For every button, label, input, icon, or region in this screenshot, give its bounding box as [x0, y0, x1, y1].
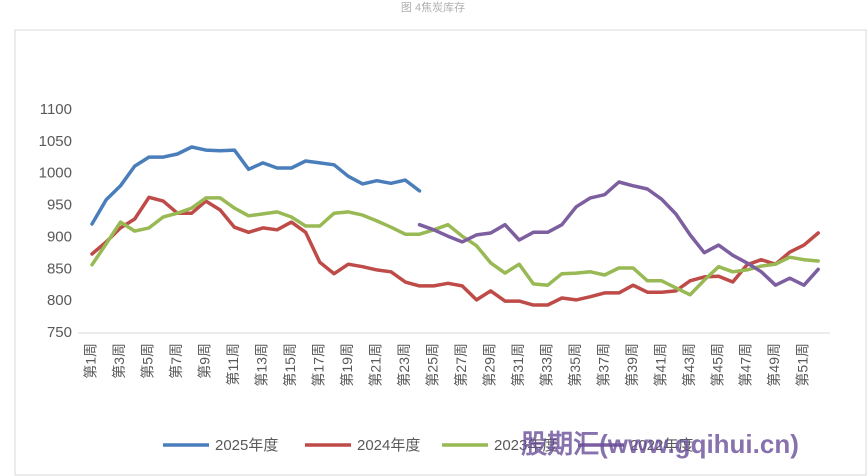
- y-tick-label: 800: [47, 292, 72, 309]
- x-tick-label: 第33周: [538, 343, 554, 387]
- chart-title: 图 4焦炭库存: [401, 0, 465, 14]
- y-tick-label: 1050: [39, 133, 72, 150]
- x-tick-label: 第51周: [795, 343, 811, 387]
- x-tick-label: 第13周: [254, 343, 270, 387]
- series-line: [90, 145, 422, 226]
- y-tick-label: 750: [47, 324, 72, 341]
- series-line: [90, 195, 820, 307]
- x-tick-label: 第5周: [140, 343, 156, 379]
- x-tick-label: 第15周: [282, 343, 298, 387]
- legend-label: 2022年度: [630, 437, 693, 454]
- x-tick-label: 第7周: [168, 343, 184, 379]
- x-tick-label: 第39周: [624, 343, 640, 387]
- x-tick-label: 第49周: [766, 343, 782, 387]
- x-tick-label: 第29周: [481, 343, 497, 387]
- x-tick-label: 第3周: [111, 343, 127, 379]
- x-tick-label: 第31周: [510, 343, 526, 387]
- x-tick-label: 第19周: [339, 343, 355, 387]
- y-tick-label: 1000: [39, 165, 72, 182]
- series-line: [417, 180, 820, 287]
- x-tick-label: 第1周: [83, 343, 99, 379]
- x-tick-label: 第25周: [424, 343, 440, 387]
- legend-label: 2024年度: [357, 437, 420, 454]
- x-tick-label: 第45周: [709, 343, 725, 387]
- x-tick-label: 第47周: [738, 343, 754, 387]
- y-tick-label: 850: [47, 260, 72, 277]
- x-tick-label: 第9周: [197, 343, 213, 379]
- y-tick-label: 950: [47, 197, 72, 214]
- x-tick-label: 第35周: [567, 343, 583, 387]
- x-tick-label: 第21周: [368, 343, 384, 387]
- y-tick-label: 1100: [40, 101, 72, 118]
- y-tick-label: 900: [47, 228, 72, 245]
- x-tick-label: 第27周: [453, 343, 469, 387]
- x-tick-label: 第37周: [595, 343, 611, 387]
- chart-border: [14, 29, 867, 476]
- x-tick-label: 第17周: [311, 343, 327, 387]
- x-tick-label: 第43周: [681, 343, 697, 387]
- x-tick-label: 第11周: [225, 343, 241, 386]
- series-line: [90, 196, 820, 297]
- x-tick-label: 第41周: [652, 343, 668, 387]
- legend-label: 2025年度: [215, 437, 278, 454]
- watermark: 股期汇(www.gqihui.cn): [521, 429, 799, 459]
- legend-label: 2023年度: [494, 437, 557, 454]
- x-tick-label: 第23周: [396, 343, 412, 387]
